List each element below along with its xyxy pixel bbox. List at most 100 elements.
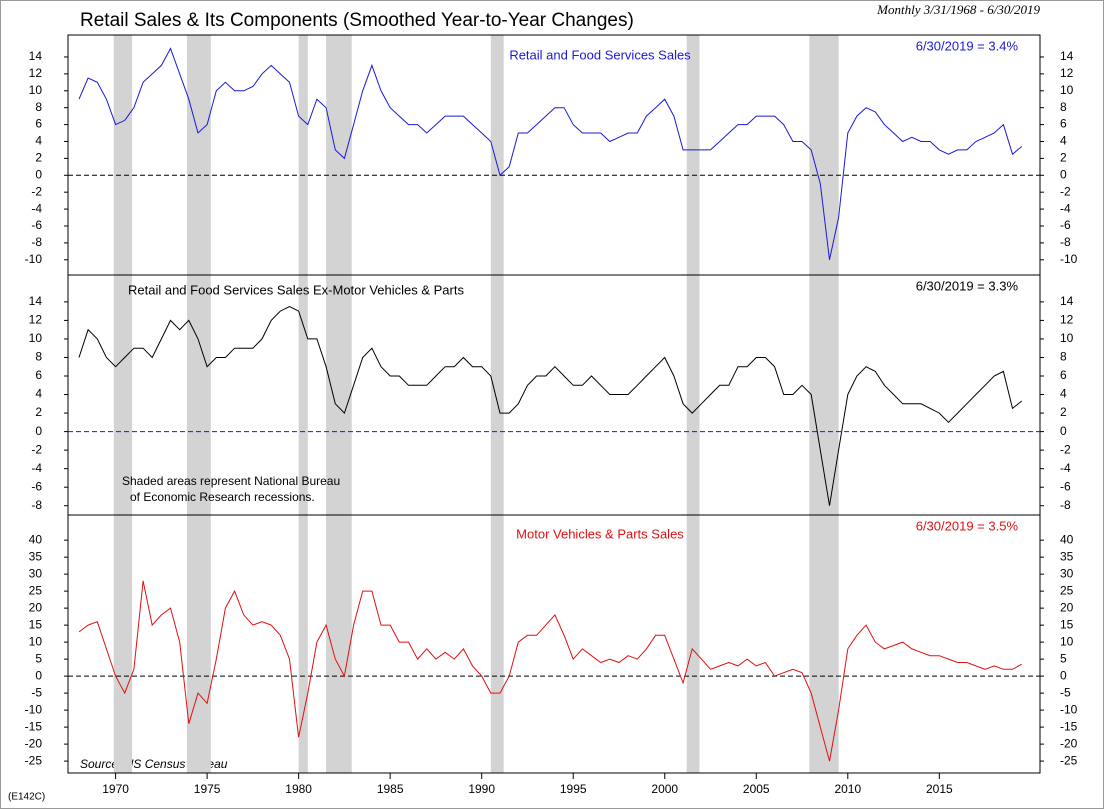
y-tick-label-right: 14 <box>1060 294 1074 308</box>
y-tick-label-right: -20 <box>1060 736 1078 750</box>
series-label: Motor Vehicles & Parts Sales <box>516 526 684 541</box>
x-tick-label: 1980 <box>285 782 312 796</box>
recession-band <box>298 35 308 275</box>
y-tick-label: 0 <box>35 424 42 438</box>
y-tick-label-right: -5 <box>1060 685 1071 699</box>
y-tick-label-right: 2 <box>1060 405 1067 419</box>
y-tick-label-right: 0 <box>1060 668 1067 682</box>
y-tick-label-right: 20 <box>1060 600 1074 614</box>
y-tick-label-right: -25 <box>1060 753 1078 767</box>
y-tick-label: 10 <box>29 634 43 648</box>
y-tick-label: 14 <box>29 294 43 308</box>
y-tick-label-right: 15 <box>1060 617 1074 631</box>
recession-band <box>809 515 839 773</box>
recession-band <box>186 275 211 515</box>
y-tick-label: 30 <box>29 566 43 580</box>
series-label: Retail and Food Services Sales Ex-Motor … <box>128 282 464 297</box>
note: Shaded areas represent National Bureau <box>122 474 340 488</box>
x-tick-label: 1985 <box>377 782 404 796</box>
y-tick-label-right: 35 <box>1060 549 1074 563</box>
recession-band <box>490 275 504 515</box>
y-tick-label: 2 <box>35 151 42 165</box>
y-tick-label: -8 <box>31 235 42 249</box>
annotation: 6/30/2019 = 3.3% <box>916 278 1019 293</box>
y-tick-label: -20 <box>25 736 43 750</box>
recession-band <box>490 515 504 773</box>
y-tick-label-right: -8 <box>1060 235 1071 249</box>
y-tick-label: 20 <box>29 600 43 614</box>
y-tick-label-right: 40 <box>1060 532 1074 546</box>
y-tick-label-right: 12 <box>1060 66 1074 80</box>
y-tick-label-right: 10 <box>1060 331 1074 345</box>
y-tick-label-right: 0 <box>1060 424 1067 438</box>
y-tick-label: 6 <box>35 368 42 382</box>
recession-band <box>809 35 839 275</box>
annotation: 6/30/2019 = 3.5% <box>916 518 1019 533</box>
x-tick-label: 2010 <box>834 782 861 796</box>
y-tick-label-right: 2 <box>1060 151 1067 165</box>
y-tick-label: 10 <box>29 83 43 97</box>
y-tick-label-right: -2 <box>1060 184 1071 198</box>
y-tick-label-right: 0 <box>1060 167 1067 181</box>
recession-band <box>298 275 308 515</box>
y-tick-label: -2 <box>31 184 42 198</box>
recession-band <box>686 35 700 275</box>
recession-band <box>490 35 504 275</box>
y-tick-label: 15 <box>29 617 43 631</box>
y-tick-label: -6 <box>31 479 42 493</box>
y-tick-label-right: -2 <box>1060 442 1071 456</box>
y-tick-label: 0 <box>35 668 42 682</box>
y-tick-label: 35 <box>29 549 43 563</box>
y-tick-label-right: -10 <box>1060 702 1078 716</box>
panel-border <box>67 514 1041 774</box>
y-tick-label-right: -15 <box>1060 719 1078 733</box>
recession-band <box>113 515 133 773</box>
y-tick-label: -8 <box>31 498 42 512</box>
recession-band <box>326 515 352 773</box>
y-tick-label-right: 4 <box>1060 387 1067 401</box>
y-tick-label-right: 5 <box>1060 651 1067 665</box>
series-line <box>78 305 1023 506</box>
y-tick-label: -6 <box>31 218 42 232</box>
y-tick-label-right: 10 <box>1060 83 1074 97</box>
y-tick-label: -15 <box>25 719 43 733</box>
y-tick-label-right: -4 <box>1060 201 1071 215</box>
note: of Economic Research recessions. <box>130 490 315 504</box>
x-tick-label: 1970 <box>102 782 129 796</box>
recession-band <box>686 275 700 515</box>
x-tick-label: 2005 <box>743 782 770 796</box>
y-tick-label-right: -6 <box>1060 479 1071 493</box>
x-tick-label: 1975 <box>194 782 221 796</box>
y-tick-label-right: 8 <box>1060 100 1067 114</box>
series-label: Retail and Food Services Sales <box>509 47 691 62</box>
y-tick-label: -10 <box>25 252 43 266</box>
y-tick-label: 8 <box>35 100 42 114</box>
x-tick-label: 1990 <box>468 782 495 796</box>
y-tick-label-right: -8 <box>1060 498 1071 512</box>
x-tick-label: 2015 <box>926 782 953 796</box>
chart-title: Retail Sales & Its Components (Smoothed … <box>80 10 634 31</box>
y-tick-label: 12 <box>29 66 43 80</box>
x-tick-label: 1995 <box>560 782 587 796</box>
y-tick-label: -2 <box>31 442 42 456</box>
y-tick-label-right: 25 <box>1060 583 1074 597</box>
y-tick-label: 10 <box>29 331 43 345</box>
series-line <box>78 47 1023 260</box>
y-tick-label: -25 <box>25 753 43 767</box>
recession-band <box>113 35 133 275</box>
y-tick-label: 14 <box>29 49 43 63</box>
y-tick-label: 25 <box>29 583 43 597</box>
y-tick-label: 4 <box>35 387 42 401</box>
x-tick-label: 2000 <box>651 782 678 796</box>
code: (E142C) <box>8 792 45 803</box>
y-tick-label: 4 <box>35 134 42 148</box>
recession-band <box>326 275 352 515</box>
y-tick-label: 5 <box>35 651 42 665</box>
recession-band <box>186 35 211 275</box>
y-tick-label-right: 6 <box>1060 368 1067 382</box>
y-tick-label: 12 <box>29 313 43 327</box>
recession-band <box>326 35 352 275</box>
recession-band <box>686 515 700 773</box>
